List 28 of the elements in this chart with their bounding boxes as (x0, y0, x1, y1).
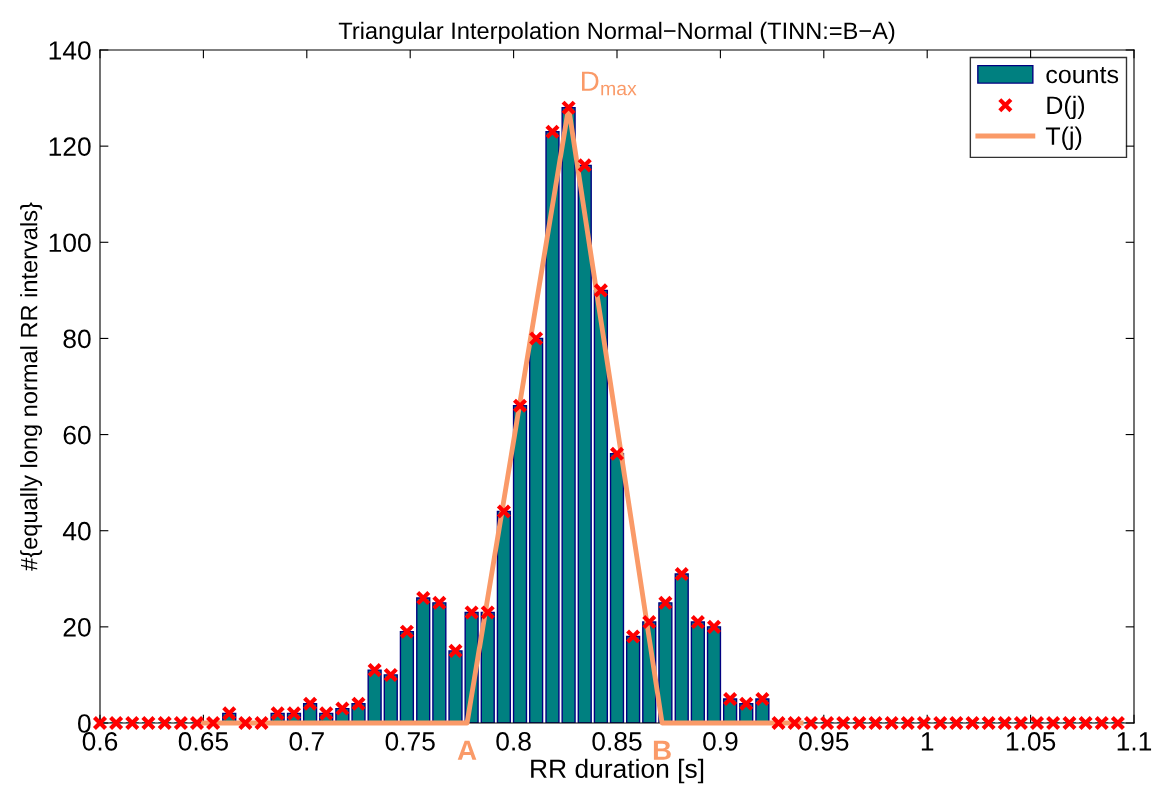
legend-label: T(j) (1045, 126, 1082, 150)
x-tick-label: 0.7 (289, 732, 324, 751)
chart-title: Triangular Interpolation Normal−Normal (TINN:=B−A) (338, 21, 895, 44)
y-tick-label: 120 (49, 137, 91, 156)
y-tick-label: 0 (78, 714, 91, 733)
annotation: B (653, 740, 671, 760)
x-tick-label: 0.75 (385, 732, 435, 751)
x-tick-label: 1 (921, 732, 934, 751)
x-tick-label: 0.95 (799, 732, 849, 751)
x-tick-label: 0.8 (496, 732, 531, 751)
y-tick-label: 40 (62, 521, 91, 541)
x-tick-label: 1.1 (1117, 732, 1152, 751)
x-tick-label: 0.9 (703, 732, 738, 751)
x-tick-label: 0.65 (178, 732, 228, 751)
y-axis-title: #{equally long normal RR intervals} (20, 202, 43, 571)
x-tick-label: 1.05 (1006, 732, 1056, 751)
annotation: D$_{max}$ (582, 71, 637, 96)
annotation: A (457, 740, 477, 760)
x-tick-label: 0.85 (592, 732, 642, 751)
x-axis-title: RR duration [s] (531, 758, 704, 784)
y-tick-label: 60 (63, 425, 91, 445)
y-tick-label: 20 (63, 617, 91, 637)
y-tick-label: 80 (63, 329, 91, 349)
y-tick-label: 140 (49, 41, 91, 60)
x-tick-label: 0.6 (82, 732, 118, 751)
legend-label: D(j) (1047, 95, 1085, 120)
y-tick-label: 100 (49, 233, 91, 253)
legend-label: counts (1046, 66, 1119, 84)
